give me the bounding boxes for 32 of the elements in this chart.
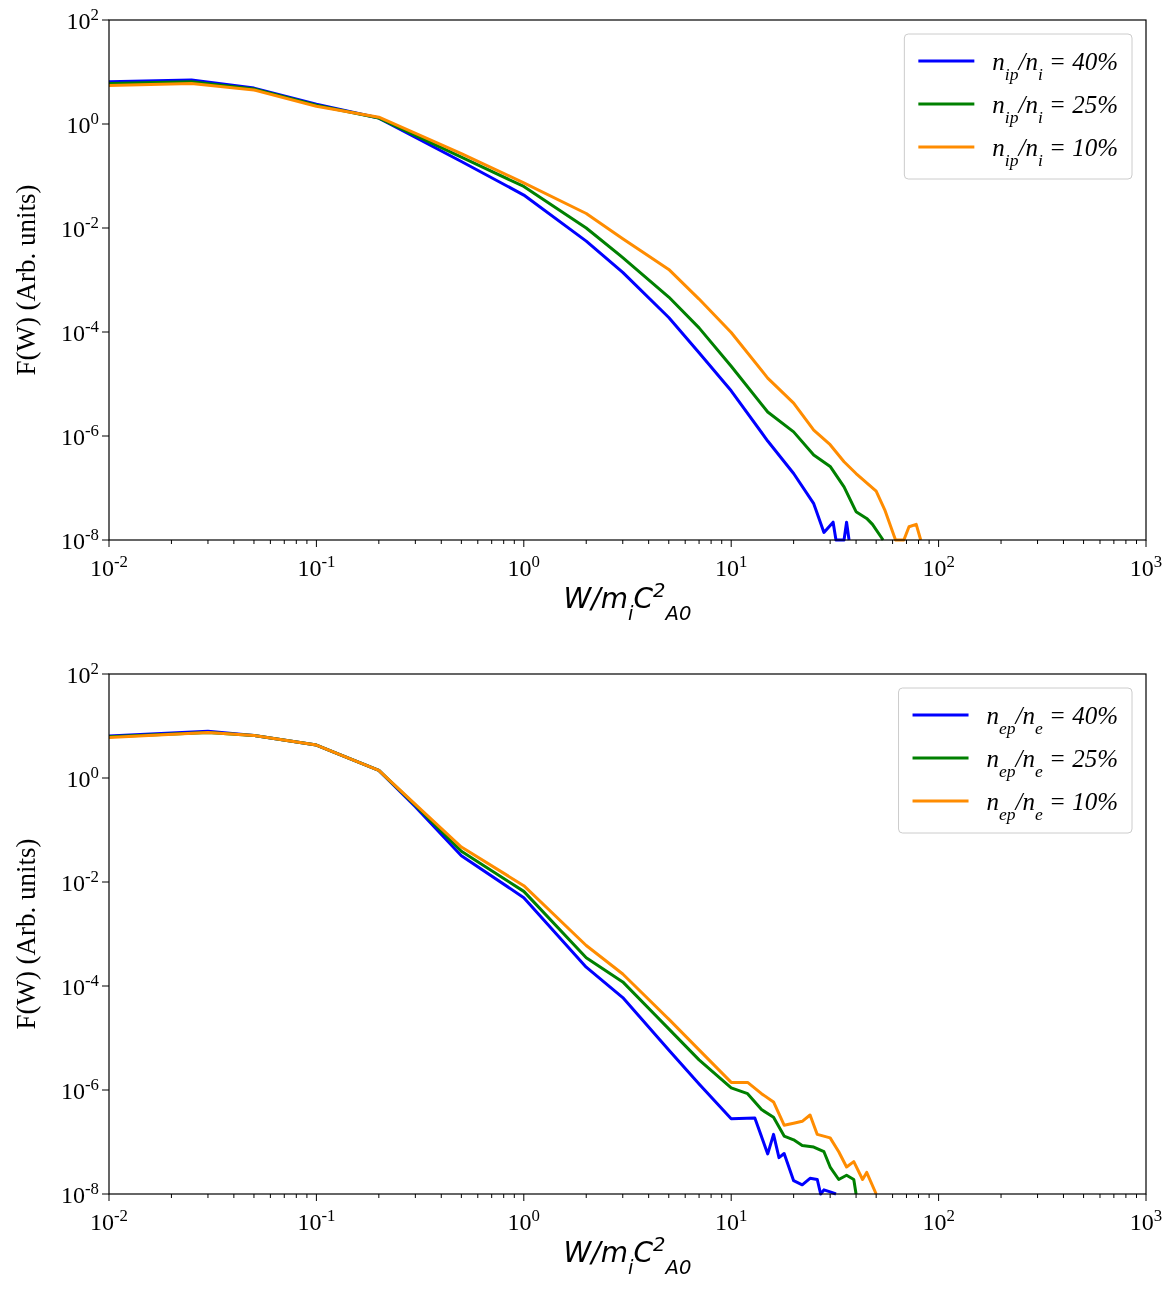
x-tick-label: 10$^{2}$ <box>922 551 955 581</box>
y-tick-label: 10$^{0}$ <box>66 108 99 138</box>
x-tick-label: 10$^{0}$ <box>507 1205 540 1235</box>
y-tick-label: 10$^{-6}$ <box>61 1074 99 1104</box>
y-tick-label: 10$^{0}$ <box>66 762 99 792</box>
legend-label: n$_{ip}$/n$_{i}$ = 25% <box>992 91 1118 127</box>
y-tick-label: 10$^{-4}$ <box>61 316 100 346</box>
y-axis-title: F(W) (Arb. units) <box>11 838 41 1030</box>
y-tick-label: 10$^{2}$ <box>66 4 99 34</box>
x-tick-label: 10$^{1}$ <box>715 1205 748 1235</box>
y-tick-label: 10$^{-4}$ <box>61 970 100 1000</box>
x-tick-label: 10$^{0}$ <box>507 551 540 581</box>
x-tick-label: 10$^{-1}$ <box>297 551 336 581</box>
legend-label: n$_{ep}$/n$_{e}$ = 25% <box>986 745 1118 781</box>
x-tick-label: 10$^{2}$ <box>922 1205 955 1235</box>
legend-label: n$_{ip}$/n$_{i}$ = 40% <box>992 48 1118 84</box>
x-tick-label: 10$^{3}$ <box>1129 551 1163 581</box>
y-tick-label: 10$^{-2}$ <box>61 866 99 896</box>
y-tick-label: 10$^{2}$ <box>66 658 99 688</box>
x-tick-label: 10$^{-2}$ <box>90 551 128 581</box>
legend-label: n$_{ip}$/n$_{i}$ = 10% <box>992 134 1118 170</box>
legend-label: n$_{ep}$/n$_{e}$ = 40% <box>986 702 1118 738</box>
y-tick-label: 10$^{-8}$ <box>61 1178 99 1208</box>
x-tick-label: 10$^{-1}$ <box>297 1205 336 1235</box>
x-tick-label: 10$^{3}$ <box>1129 1205 1163 1235</box>
x-tick-label: 10$^{-2}$ <box>90 1205 128 1235</box>
y-axis-title: F(W) (Arb. units) <box>11 184 41 376</box>
x-tick-label: 10$^{1}$ <box>715 551 748 581</box>
y-tick-label: 10$^{-2}$ <box>61 212 99 242</box>
y-tick-label: 10$^{-8}$ <box>61 524 99 554</box>
legend-label: n$_{ep}$/n$_{e}$ = 10% <box>986 788 1118 824</box>
y-tick-label: 10$^{-6}$ <box>61 420 99 450</box>
